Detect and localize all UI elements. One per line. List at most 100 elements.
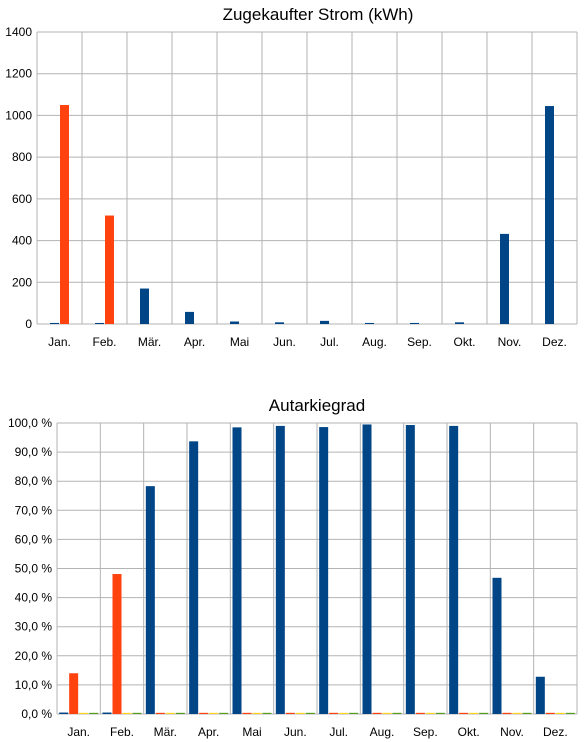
y-tick-label: 1400 — [5, 25, 32, 39]
bar — [275, 322, 284, 324]
bar — [479, 712, 489, 714]
bar — [382, 712, 392, 714]
bar — [79, 712, 89, 714]
y-tick-label: 80,0 % — [15, 474, 53, 488]
bar — [60, 105, 69, 324]
bar — [165, 712, 175, 714]
y-tick-label: 200 — [12, 275, 32, 289]
y-tick-label: 600 — [12, 192, 32, 206]
bar — [230, 321, 239, 324]
y-tick-label: 30,0 % — [15, 620, 53, 634]
y-tick-label: 60,0 % — [15, 532, 53, 546]
x-tick-label: Aug. — [370, 725, 395, 739]
bar — [189, 441, 199, 714]
bar — [285, 712, 295, 714]
bar — [492, 577, 502, 714]
y-tick-label: 800 — [12, 150, 32, 164]
bar — [565, 712, 575, 714]
x-tick-label: Mai — [242, 725, 261, 739]
bar — [242, 712, 252, 714]
self-sufficiency-chart: Autarkiegrad 0,0 % 10,0 % 20,0 % 30,0 % 40,0… — [8, 396, 578, 739]
bar — [555, 712, 565, 714]
x-tick-label: Apr. — [184, 335, 205, 349]
bar — [122, 712, 132, 714]
y-tick-label: 1000 — [5, 108, 32, 122]
bar — [392, 712, 402, 714]
x-tick-label: Sep. — [407, 335, 432, 349]
y-tick-label: 0,0 % — [21, 707, 52, 721]
x-tick-label: Mai — [230, 335, 249, 349]
bar — [199, 712, 209, 714]
bar — [320, 320, 329, 324]
bar — [502, 712, 512, 714]
x-tick-label: Aug. — [362, 335, 387, 349]
bar — [275, 425, 285, 714]
bar — [305, 712, 315, 714]
y-tick-label: 10,0 % — [15, 678, 53, 692]
x-tick-label: Dez. — [543, 725, 568, 739]
x-tick-label: Okt. — [453, 335, 475, 349]
chart-title: Autarkiegrad — [269, 396, 365, 415]
bar — [155, 712, 165, 714]
y-tick-label: 70,0 % — [15, 503, 53, 517]
bar — [105, 215, 114, 324]
bar — [69, 673, 79, 714]
x-tick-label: Jan. — [67, 725, 90, 739]
y-tick-label: 100,0 % — [8, 416, 52, 430]
x-tick-label: Feb. — [110, 725, 134, 739]
bar — [132, 712, 142, 714]
x-tick-label: Jun. — [273, 335, 296, 349]
bar — [455, 322, 464, 324]
bar — [362, 424, 372, 714]
x-tick-label: Okt. — [458, 725, 480, 739]
bar — [329, 712, 339, 714]
bar — [469, 712, 479, 714]
x-tick-label: Feb. — [92, 335, 116, 349]
y-tick-label: 400 — [12, 234, 32, 248]
bar — [219, 712, 229, 714]
x-tick-label: Apr. — [198, 725, 219, 739]
x-tick-label: Sep. — [413, 725, 438, 739]
bar — [545, 106, 554, 325]
x-tick-label: Mär. — [154, 725, 177, 739]
bar — [140, 288, 149, 324]
bar — [339, 712, 349, 714]
bar — [252, 712, 262, 714]
bar — [365, 322, 374, 324]
bar — [145, 486, 155, 714]
y-tick-label: 90,0 % — [15, 445, 53, 459]
bar — [50, 322, 59, 324]
bar — [185, 311, 194, 324]
bar — [209, 712, 219, 714]
bar — [405, 425, 415, 714]
purchased-power-chart: Zugekaufter Strom (kWh) 0 200 400 600 800 100… — [5, 5, 578, 349]
bar — [112, 574, 122, 714]
bar — [522, 712, 532, 714]
x-tick-label: Jan. — [48, 335, 71, 349]
x-tick-label: Nov. — [500, 725, 524, 739]
bar — [500, 233, 509, 324]
bar — [232, 427, 242, 714]
bar — [349, 712, 359, 714]
y-tick-label: 0 — [25, 317, 32, 331]
y-tick-label: 50,0 % — [15, 562, 53, 576]
bar — [449, 425, 459, 714]
bar — [545, 712, 555, 714]
bar — [95, 322, 104, 324]
bar — [89, 712, 99, 714]
bar — [425, 712, 435, 714]
x-tick-label: Jun. — [284, 725, 307, 739]
bar — [410, 322, 419, 324]
bar — [295, 712, 305, 714]
x-tick-label: Jul. — [329, 725, 348, 739]
x-tick-label: Mär. — [138, 335, 161, 349]
bar — [435, 712, 445, 714]
y-tick-label: 20,0 % — [15, 649, 53, 663]
bar — [262, 712, 272, 714]
bar — [415, 712, 425, 714]
bar — [175, 712, 185, 714]
bar — [372, 712, 382, 714]
bar — [102, 712, 112, 714]
bar — [512, 712, 522, 714]
